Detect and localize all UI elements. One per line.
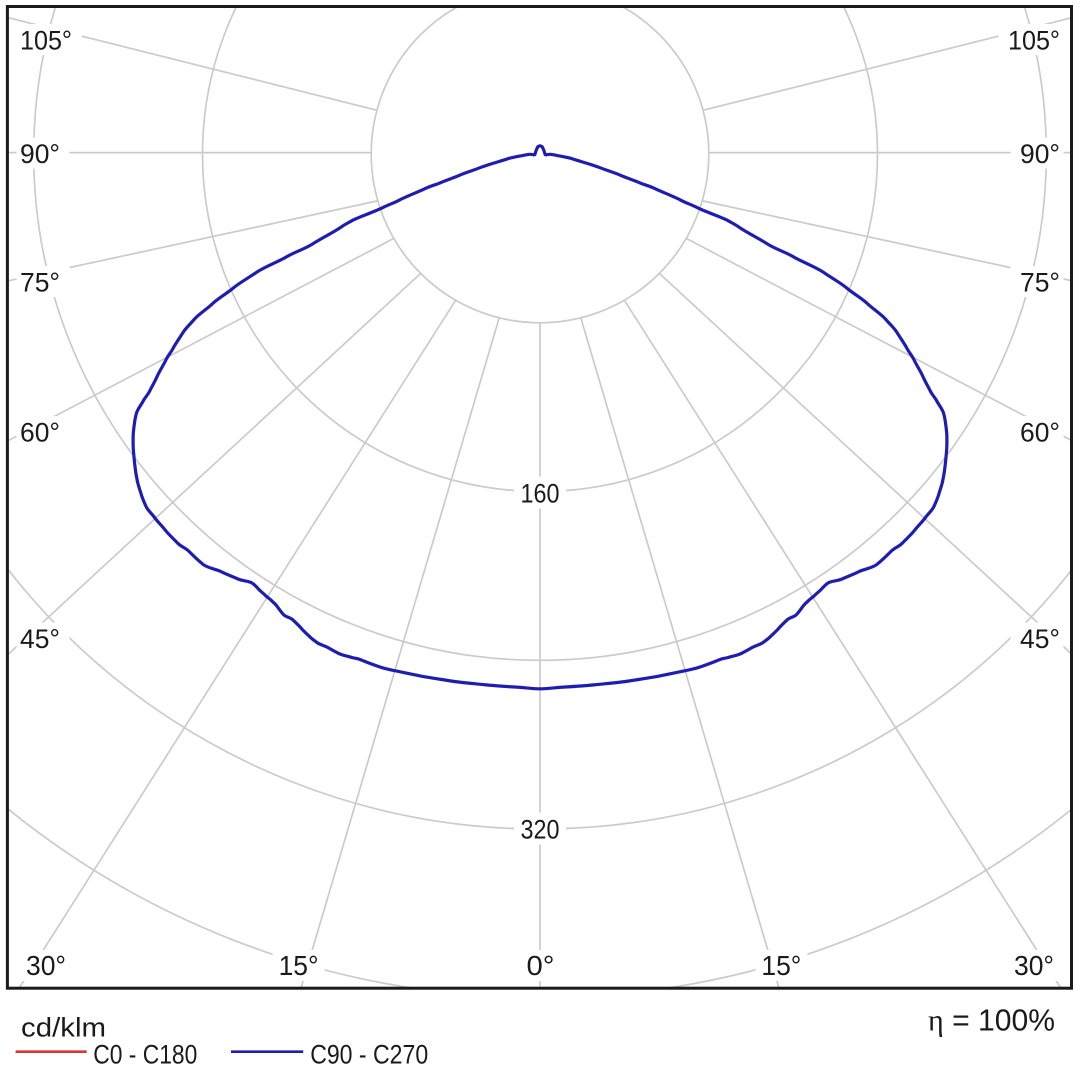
svg-text:105°: 105° (1008, 25, 1060, 55)
svg-text:η = 100%: η = 100% (928, 1003, 1055, 1038)
svg-text:60°: 60° (20, 417, 60, 447)
svg-text:30°: 30° (26, 950, 66, 981)
svg-text:30°: 30° (1014, 950, 1054, 981)
svg-text:320: 320 (521, 814, 560, 844)
svg-text:90°: 90° (1020, 139, 1060, 169)
svg-text:105°: 105° (20, 25, 72, 55)
svg-text:160: 160 (521, 478, 560, 508)
svg-text:0°: 0° (527, 950, 555, 981)
svg-text:15°: 15° (761, 950, 801, 981)
svg-text:75°: 75° (20, 267, 60, 297)
svg-text:60°: 60° (1020, 417, 1060, 447)
svg-text:75°: 75° (1020, 267, 1060, 297)
svg-text:90°: 90° (20, 139, 60, 169)
svg-text:45°: 45° (20, 624, 60, 654)
svg-text:45°: 45° (1020, 624, 1060, 654)
svg-text:C90 - C270: C90 - C270 (310, 1039, 428, 1069)
svg-text:C0 - C180: C0 - C180 (93, 1039, 197, 1069)
svg-text:15°: 15° (279, 950, 319, 981)
svg-text:cd/klm: cd/klm (21, 1013, 106, 1043)
